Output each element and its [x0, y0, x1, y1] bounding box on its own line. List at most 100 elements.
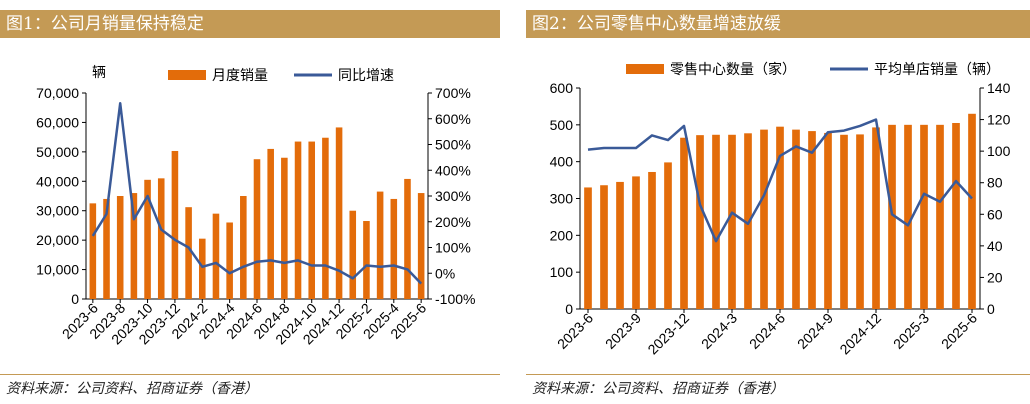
y-right-tick-label: 100% — [435, 240, 471, 256]
x-tick-label: 2024-6 — [746, 310, 788, 352]
legend-label: 零售中心数量（家） — [670, 61, 796, 77]
legend-label: 月度销量 — [212, 67, 268, 83]
x-tick-label: 2024-12 — [836, 310, 884, 358]
bar — [349, 210, 357, 299]
y-left-tick-label: 600 — [550, 80, 574, 96]
y-left-tick-label: 70,000 — [36, 85, 79, 101]
x-tick-label: 2023-9 — [602, 310, 644, 352]
bar — [872, 127, 880, 309]
source-note: 资料来源：公司资料、招商证券（香港） — [532, 381, 784, 397]
unit-label: 辆 — [92, 64, 106, 80]
y-right-tick-label: 80 — [987, 175, 1003, 191]
divider — [526, 374, 1030, 375]
bar — [696, 135, 704, 309]
y-left-tick-label: 20,000 — [36, 232, 79, 248]
bar — [632, 176, 640, 309]
bar — [417, 193, 425, 299]
y-left-tick-label: 300 — [550, 191, 574, 207]
line-series — [587, 118, 973, 243]
bar — [185, 207, 192, 299]
line-series — [91, 102, 423, 285]
bar — [404, 178, 411, 299]
y-right-tick-label: 120 — [987, 112, 1011, 128]
y-right-tick-label: 700% — [435, 85, 471, 101]
y-left-tick-label: 30,000 — [36, 203, 79, 219]
bar — [760, 129, 768, 309]
bar — [294, 141, 302, 299]
bar — [584, 187, 592, 309]
bar — [616, 181, 624, 309]
legend-swatch-bar — [168, 70, 206, 80]
bar — [648, 171, 656, 309]
bar — [728, 134, 736, 309]
bar — [744, 133, 752, 309]
bar — [267, 148, 274, 299]
y-right-tick-label: 0 — [987, 301, 995, 317]
bar — [212, 213, 220, 299]
bar — [390, 198, 398, 299]
y-left-tick-label: 400 — [550, 154, 574, 170]
y-right-tick-label: 400% — [435, 162, 471, 178]
bar — [936, 124, 944, 309]
bar — [776, 126, 784, 309]
bar — [171, 150, 179, 299]
chart-title: 图1：公司月销量保持稳定 — [0, 10, 500, 38]
y-right-tick-label: 20 — [987, 269, 1003, 285]
y-left-tick-label: 50,000 — [36, 144, 79, 160]
bar — [253, 159, 261, 299]
x-tick-label: 2024-9 — [794, 310, 836, 352]
y-left-tick-label: 0 — [565, 301, 573, 317]
x-tick-label: 2024-3 — [698, 310, 740, 352]
bar — [198, 238, 206, 299]
y-right-tick-label: 60 — [987, 206, 1003, 222]
y-right-tick-label: 600% — [435, 111, 471, 127]
chart-panel-monthly-sales: 图1：公司月销量保持稳定 0 10,000 20,000 30,000 40,000 50… — [0, 0, 500, 404]
bar — [157, 178, 165, 299]
bar — [240, 196, 247, 299]
y-right-tick-label: 140 — [987, 80, 1011, 96]
y-left-tick-label: 0 — [71, 291, 79, 307]
bar — [904, 124, 912, 309]
bar — [808, 131, 816, 309]
bar — [226, 222, 233, 299]
y-right-tick-label: 0% — [435, 265, 455, 281]
bar — [952, 122, 960, 309]
bar — [712, 134, 720, 309]
y-left-tick-label: 500 — [550, 117, 574, 133]
bar — [103, 198, 110, 299]
y-right-tick-label: 100 — [987, 143, 1011, 159]
bar — [116, 196, 124, 299]
retail-centers-chart: 0 100 200 300 400 500 600 0 20 40 60 80 100 120 140 202… — [550, 61, 1011, 358]
y-left-tick-label: 40,000 — [36, 173, 79, 189]
bar — [792, 129, 800, 309]
bar — [130, 193, 138, 299]
y-right-tick-label: -100% — [435, 291, 475, 307]
bar — [920, 124, 928, 309]
bar — [144, 179, 151, 299]
bar — [968, 113, 976, 310]
x-tick-label: 2025-6 — [938, 310, 980, 352]
bar — [322, 137, 329, 299]
y-right-tick-label: 40 — [987, 238, 1003, 254]
y-left-tick-label: 100 — [550, 264, 574, 280]
y-left-tick-label: 10,000 — [36, 262, 79, 278]
x-tick-label: 2023-12 — [644, 310, 692, 358]
bar — [281, 157, 288, 299]
chart-panel-retail-centers: 图2：公司零售中心数量增速放缓 0 100 200 300 400 500 600 0 20 40… — [526, 0, 1030, 404]
monthly-sales-chart: 0 10,000 20,000 30,000 40,000 50,000 60,000 70,… — [36, 64, 475, 347]
bar — [376, 191, 384, 299]
bar — [856, 134, 864, 309]
bar — [680, 137, 688, 309]
bar — [664, 162, 672, 309]
bar — [600, 185, 608, 309]
y-right-tick-label: 200% — [435, 214, 471, 230]
x-tick-label: 2023-6 — [554, 310, 596, 352]
bar — [335, 127, 343, 299]
chart-title: 图2：公司零售中心数量增速放缓 — [526, 10, 1030, 38]
bar — [840, 134, 848, 309]
y-left-tick-label: 60,000 — [36, 114, 79, 130]
legend-label: 平均单店销量（辆） — [874, 61, 1000, 77]
bar — [888, 124, 896, 309]
bar — [89, 203, 97, 299]
bar — [824, 132, 832, 309]
